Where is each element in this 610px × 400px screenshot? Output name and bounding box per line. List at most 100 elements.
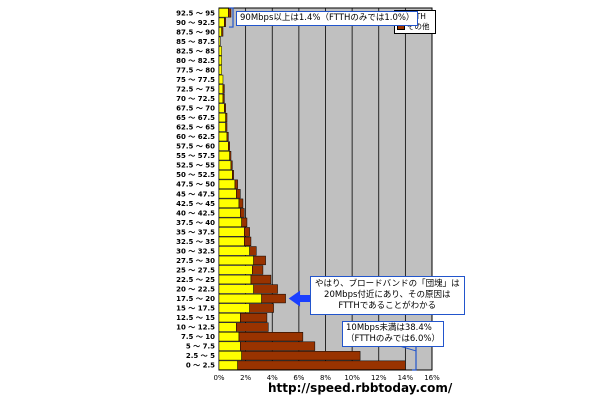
bar-ftth bbox=[218, 112, 226, 123]
annotation-top-text: 90Mbps以上は1.4%（FTTHのみでは1.0%） bbox=[240, 13, 415, 23]
y-tick-label: 27.5 ～ 30 bbox=[176, 257, 215, 265]
x-tick-label: 10% bbox=[344, 374, 360, 382]
y-tick-label: 22.5 ～ 25 bbox=[176, 276, 215, 284]
bar-ftth bbox=[218, 103, 225, 113]
bar-other bbox=[221, 27, 224, 37]
bar-ftth bbox=[218, 341, 241, 351]
bar-ftth bbox=[218, 265, 253, 275]
annotation-bottom: 10Mbps未満は38.4% （FTTHのみでは6.0%） bbox=[342, 321, 444, 347]
y-tick-label: 65 ～ 67.5 bbox=[176, 114, 215, 122]
y-tick-label: 12.5 ～ 15 bbox=[176, 314, 215, 322]
annotation-middle: やはり、ブロードバンドの「団塊」は 20Mbps付近にあり、その原因は FTTH… bbox=[310, 276, 465, 315]
bar-ftth bbox=[218, 65, 222, 75]
y-tick-label: 2.5 ～ 5 bbox=[186, 352, 215, 360]
bar-other bbox=[237, 360, 406, 370]
bar-ftth bbox=[218, 208, 241, 218]
legend-label-other: その他 bbox=[407, 21, 430, 31]
bar-other bbox=[234, 179, 238, 189]
bar-ftth bbox=[218, 74, 224, 85]
bar-other bbox=[252, 265, 264, 275]
y-tick-label: 57.5 ～ 60 bbox=[176, 143, 215, 151]
x-axis-labels: 0% 2% 4% 6% 8% 10% 12% 14% 16% bbox=[213, 374, 440, 382]
y-tick-label: 20 ～ 22.5 bbox=[176, 286, 215, 294]
bar-ftth bbox=[218, 36, 221, 46]
y-tick-label: 72.5 ～ 75 bbox=[176, 85, 215, 93]
bar-other bbox=[253, 255, 266, 266]
bar-ftth bbox=[218, 293, 262, 304]
bar-ftth bbox=[218, 246, 250, 256]
bar-other bbox=[232, 170, 234, 180]
bar-ftth bbox=[218, 312, 241, 323]
y-tick-label: 15 ～ 17.5 bbox=[176, 305, 215, 313]
y-tick-label: 87.5 ～ 90 bbox=[176, 28, 215, 36]
bar-other bbox=[249, 246, 257, 256]
bar-ftth bbox=[218, 160, 232, 170]
y-tick-label: 82.5 ～ 85 bbox=[176, 47, 215, 55]
bar-other bbox=[238, 198, 244, 208]
bar-other bbox=[240, 208, 245, 218]
x-tick-label: 14% bbox=[398, 374, 414, 382]
bar-other bbox=[229, 151, 232, 161]
x-tick-label: 6% bbox=[293, 374, 304, 382]
bar-other bbox=[226, 131, 229, 142]
y-tick-label: 5 ～ 7.5 bbox=[186, 343, 215, 351]
bar-ftth bbox=[218, 217, 242, 227]
bar-ftth bbox=[218, 46, 222, 56]
bar-other bbox=[236, 322, 269, 332]
bar-other bbox=[224, 17, 226, 27]
bar-other bbox=[241, 351, 361, 361]
annotation-middle-line-1: やはり、ブロードバンドの「団塊」は bbox=[315, 279, 460, 289]
bar-ftth bbox=[218, 322, 237, 332]
bar-other bbox=[238, 332, 304, 342]
bar-ftth bbox=[218, 131, 228, 142]
bar-ftth bbox=[218, 8, 229, 18]
bar-ftth bbox=[218, 255, 254, 266]
annotation-middle-line-3: FTTHであることがわかる bbox=[338, 301, 437, 311]
bar-other bbox=[228, 8, 232, 18]
bar-ftth bbox=[218, 189, 237, 199]
y-tick-label: 92.5 ～ 95 bbox=[176, 9, 215, 17]
bar-other bbox=[241, 217, 248, 227]
bar-ftth bbox=[218, 179, 236, 189]
bar-ftth bbox=[218, 351, 242, 361]
y-tick-label: 50 ～ 52.5 bbox=[176, 171, 215, 179]
bar-ftth bbox=[218, 170, 233, 180]
x-tick-label: 12% bbox=[371, 374, 387, 382]
bar-other bbox=[222, 93, 225, 104]
y-tick-label: 77.5 ～ 80 bbox=[176, 66, 215, 74]
bar-ftth bbox=[218, 332, 240, 342]
bar-other bbox=[225, 122, 228, 132]
bar-ftth bbox=[218, 303, 250, 313]
source-url: http://speed.rbbtoday.com/ bbox=[268, 381, 453, 395]
bar-other bbox=[249, 303, 274, 313]
bar-other bbox=[244, 227, 250, 237]
y-tick-label: 67.5 ～ 70 bbox=[176, 105, 215, 113]
bar-other bbox=[244, 236, 252, 247]
bar-other bbox=[228, 141, 230, 151]
bracket-top bbox=[229, 7, 234, 28]
bar-other bbox=[240, 341, 316, 351]
y-tick-label: 17.5 ～ 20 bbox=[176, 295, 215, 303]
x-tick-label: 16% bbox=[424, 374, 440, 382]
bar-ftth bbox=[218, 27, 222, 37]
bar-other bbox=[236, 189, 241, 199]
y-tick-label: 40 ～ 42.5 bbox=[176, 209, 215, 217]
y-tick-label: 55 ～ 57.5 bbox=[176, 152, 215, 160]
y-tick-label: 25 ～ 27.5 bbox=[176, 266, 215, 274]
bar-other bbox=[250, 274, 272, 285]
bar-ftth bbox=[218, 55, 222, 66]
x-tick-label: 0% bbox=[213, 374, 224, 382]
annotation-middle-line-2: 20Mbps付近にあり、その原因は bbox=[324, 290, 451, 300]
x-tick-label: 2% bbox=[240, 374, 251, 382]
y-tick-label: 85 ～ 87.5 bbox=[176, 38, 215, 46]
bar-ftth bbox=[218, 274, 252, 285]
bar-ftth bbox=[218, 141, 229, 151]
bar-other bbox=[224, 103, 226, 113]
y-tick-label: 32.5 ～ 35 bbox=[176, 238, 215, 246]
bar-ftth bbox=[218, 122, 226, 132]
bar-other bbox=[230, 160, 233, 170]
y-tick-label: 0 ～ 2.5 bbox=[186, 362, 215, 370]
y-tick-label: 47.5 ～ 50 bbox=[176, 181, 215, 189]
bar-ftth bbox=[218, 93, 224, 104]
